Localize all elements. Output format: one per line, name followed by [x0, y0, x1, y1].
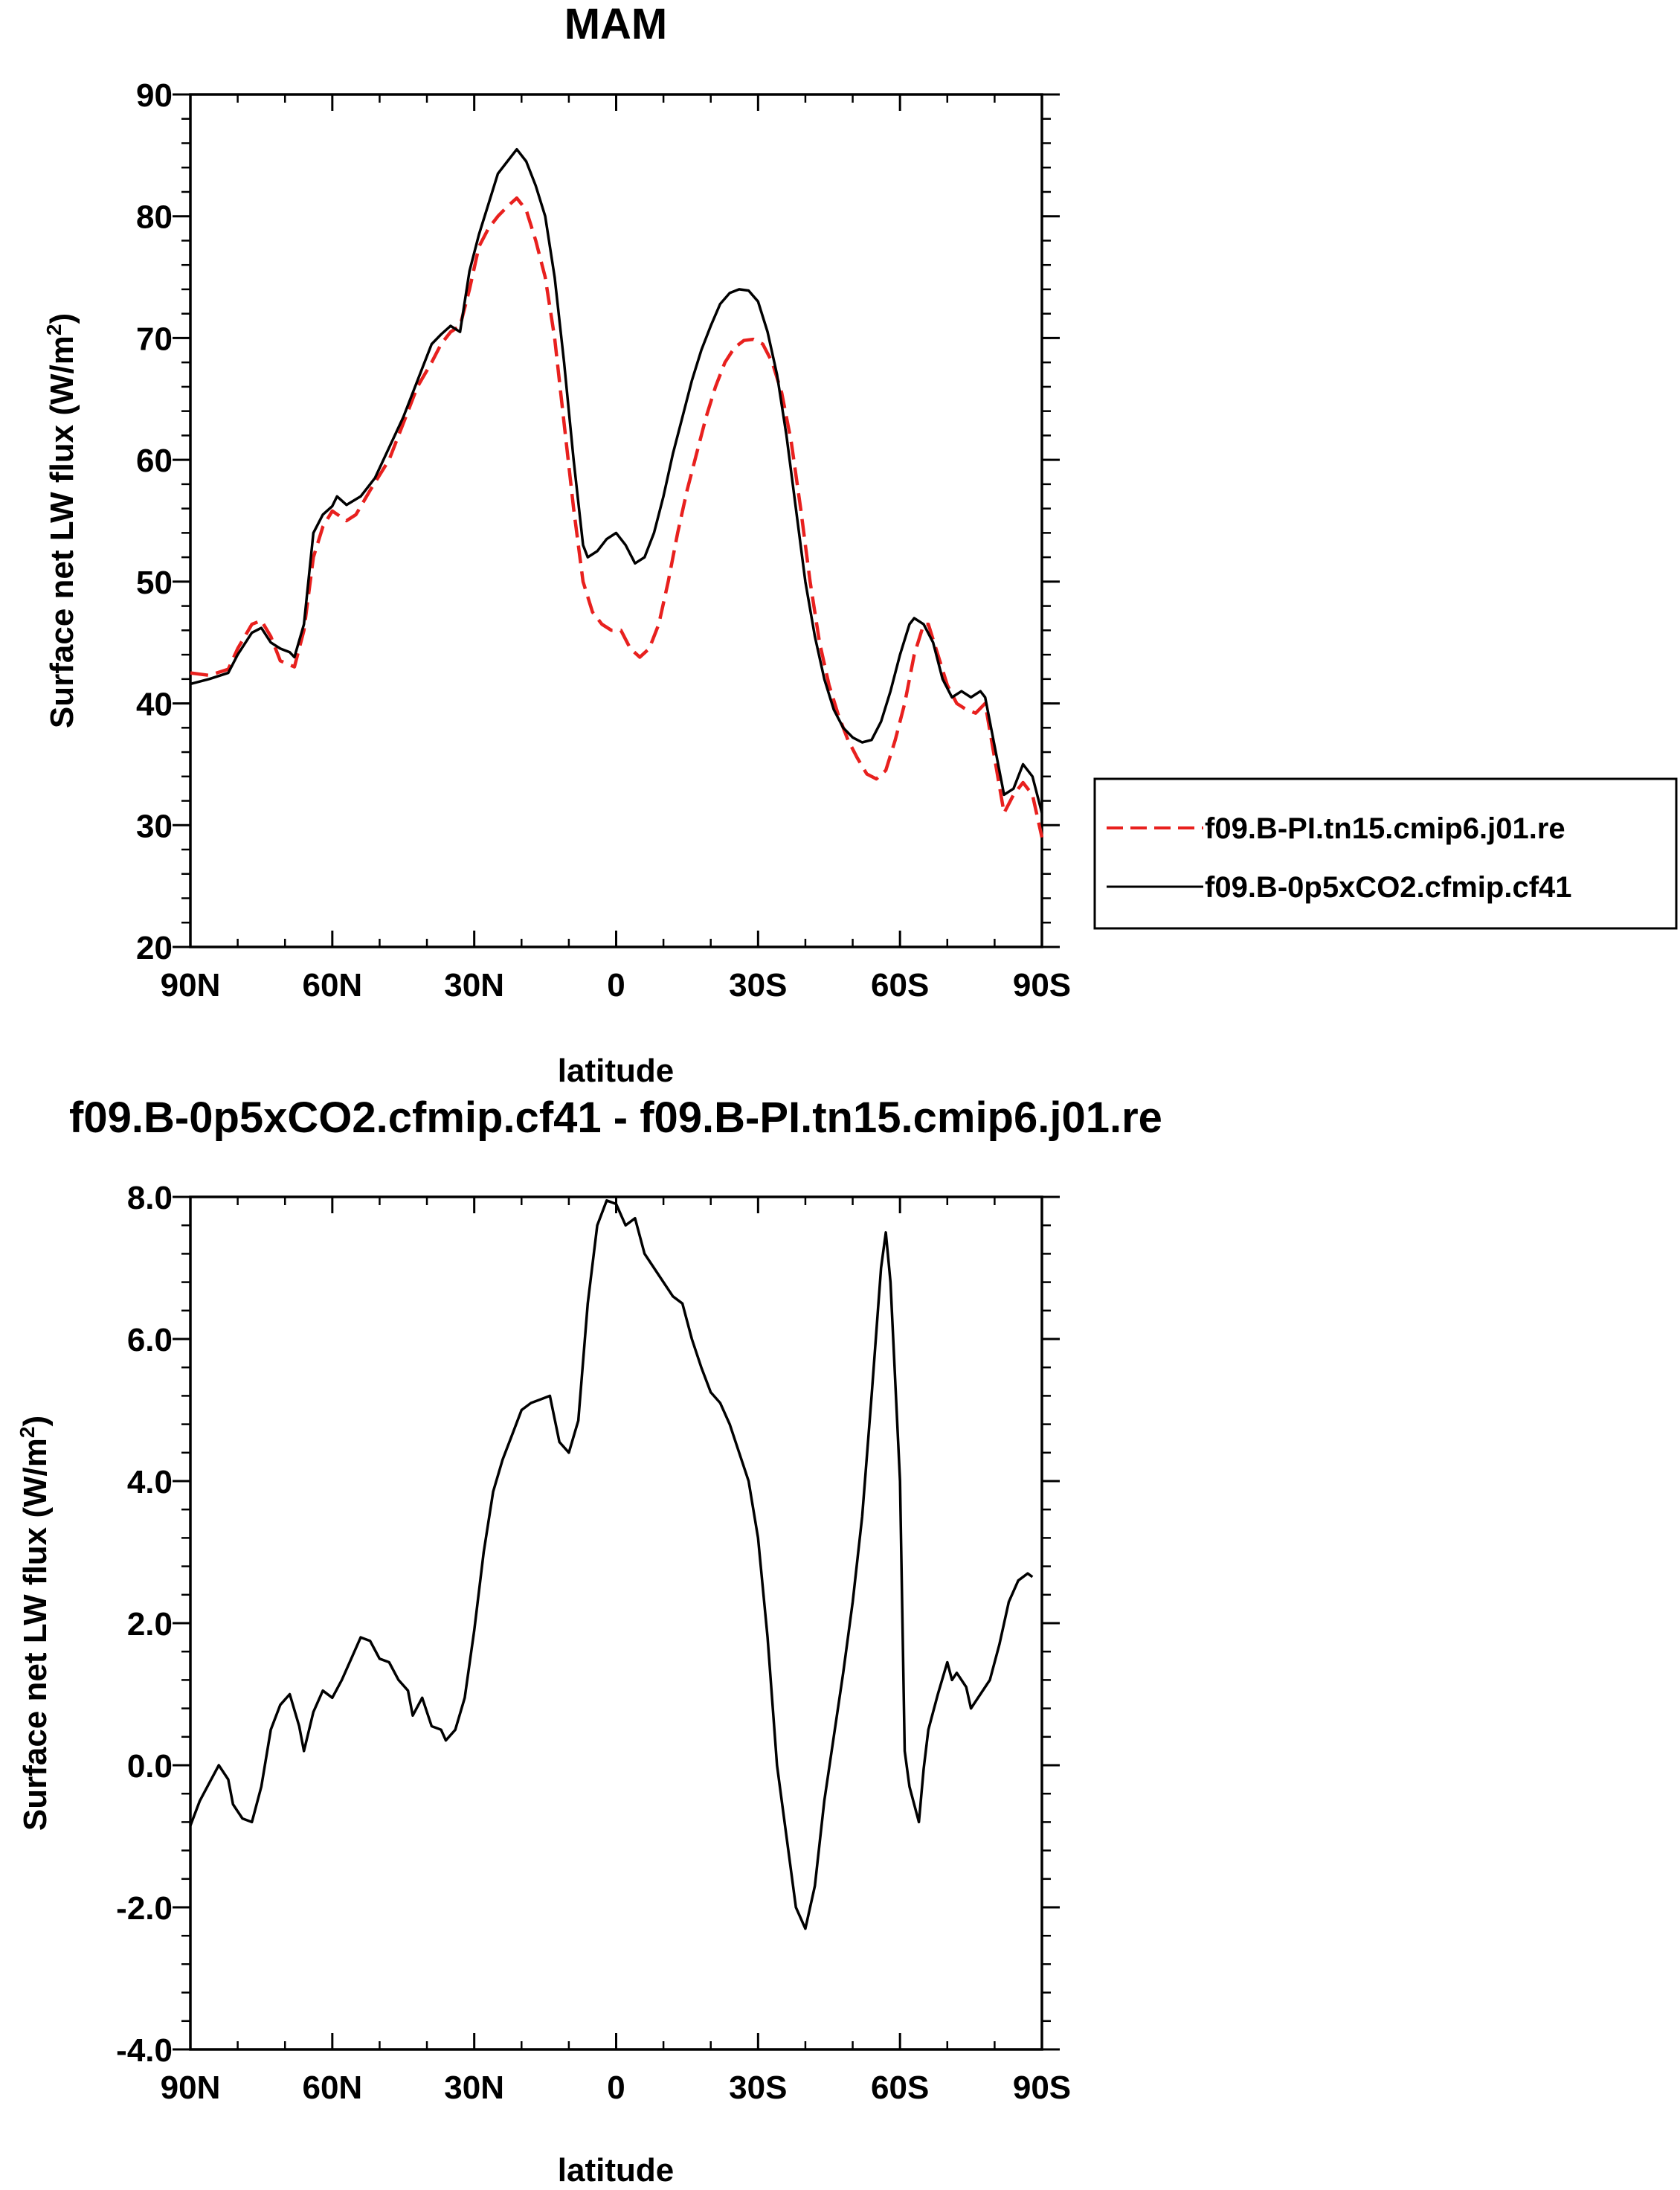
- top-plot-frame: [189, 93, 1043, 948]
- legend: f09.B-PI.tn15.cmip6.j01.re f09.B-0p5xCO2…: [1093, 777, 1678, 930]
- top-x-tick-label: 30N: [444, 967, 504, 1004]
- bottom-x-tick-label: 30S: [729, 2069, 787, 2106]
- top-y-tick-label: 30: [136, 808, 173, 844]
- bottom-x-tick-label: 90N: [161, 2069, 221, 2106]
- bottom-x-tick-label: 60S: [871, 2069, 929, 2106]
- top-y-tick-label: 20: [136, 930, 173, 966]
- top-y-axis-label-close: ): [44, 313, 80, 324]
- bottom-y-axis-label-sup: 2: [16, 1427, 39, 1439]
- bottom-y-tick-label: 2.0: [127, 1606, 173, 1642]
- top-x-tick-label: 90N: [161, 967, 221, 1004]
- bottom-y-axis-label: Surface net LW flux (W/m2): [16, 1416, 54, 1831]
- bottom-ticks: 90N 60N 30N 0 30S 60S 90S -4.0 -2.0 0.0 2.0 4.0 6.0 8…: [116, 1180, 1071, 2106]
- top-y-tick-label: 80: [136, 199, 173, 236]
- legend-entry-pi: f09.B-PI.tn15.cmip6.j01.re: [1205, 812, 1565, 845]
- bottom-x-axis-label: latitude: [558, 2152, 674, 2189]
- bottom-series-line-0: [189, 1199, 1034, 1930]
- bottom-series: [189, 1199, 1034, 1930]
- bottom-y-tick-label: 6.0: [127, 1322, 173, 1358]
- top-y-axis-label: Surface net LW flux (W/m2): [42, 313, 80, 728]
- legend-entry-0p5xco2: f09.B-0p5xCO2.cfmip.cf41: [1205, 871, 1572, 904]
- top-y-tick-label: 90: [136, 77, 173, 114]
- top-series-line-1: [190, 147, 1043, 814]
- top-x-tick-label: 60N: [302, 967, 362, 1004]
- bottom-panel: f09.B-0p5xCO2.cfmip.cf41 - f09.B-PI.tn15…: [16, 1094, 1162, 2189]
- bottom-y-tick-label: 8.0: [127, 1180, 173, 1216]
- top-y-tick-label: 50: [136, 565, 173, 601]
- top-y-axis-label-text: Surface net LW flux (W/m: [44, 335, 80, 728]
- bottom-x-tick-label: 60N: [302, 2069, 362, 2106]
- top-series: [190, 147, 1044, 838]
- top-y-axis-label-sup: 2: [42, 324, 65, 336]
- bottom-y-tick-label: -2.0: [116, 1890, 173, 1927]
- top-panel: MAM 90N 60N 30N 0 30S 60S 90S2030405060708090 …: [42, 0, 1678, 1089]
- top-y-tick-label: 70: [136, 321, 173, 357]
- bottom-y-axis-label-text: Surface net LW flux (W/m: [17, 1438, 54, 1831]
- top-x-tick-label: 60S: [871, 967, 929, 1004]
- bottom-y-tick-label: -4.0: [116, 2032, 173, 2069]
- top-x-tick-label: 30S: [729, 967, 787, 1004]
- top-x-axis-label: latitude: [558, 1053, 674, 1089]
- bottom-x-tick-label: 90S: [1013, 2069, 1071, 2106]
- top-chart-title: MAM: [564, 0, 668, 48]
- bottom-y-axis-label-close: ): [17, 1416, 54, 1427]
- top-y-tick-label: 40: [136, 687, 173, 723]
- top-x-tick-label: 0: [607, 967, 625, 1004]
- bottom-y-tick-label: 4.0: [127, 1464, 173, 1500]
- legend-box: [1093, 777, 1678, 930]
- bottom-chart-title: f09.B-0p5xCO2.cfmip.cf41 - f09.B-PI.tn15…: [69, 1094, 1162, 1142]
- top-ticks: 90N 60N 30N 0 30S 60S 90S 20 30 40 50 60 70 80 90: [136, 77, 1071, 1004]
- bottom-x-tick-label: 0: [607, 2069, 625, 2106]
- top-y-tick-label: 60: [136, 443, 173, 479]
- bottom-plot-frame: [189, 1195, 1043, 2051]
- top-series-line-0: [190, 196, 1044, 838]
- top-x-tick-label: 90S: [1013, 967, 1071, 1004]
- bottom-y-tick-label: 0.0: [127, 1748, 173, 1785]
- bottom-x-tick-label: 30N: [444, 2069, 504, 2106]
